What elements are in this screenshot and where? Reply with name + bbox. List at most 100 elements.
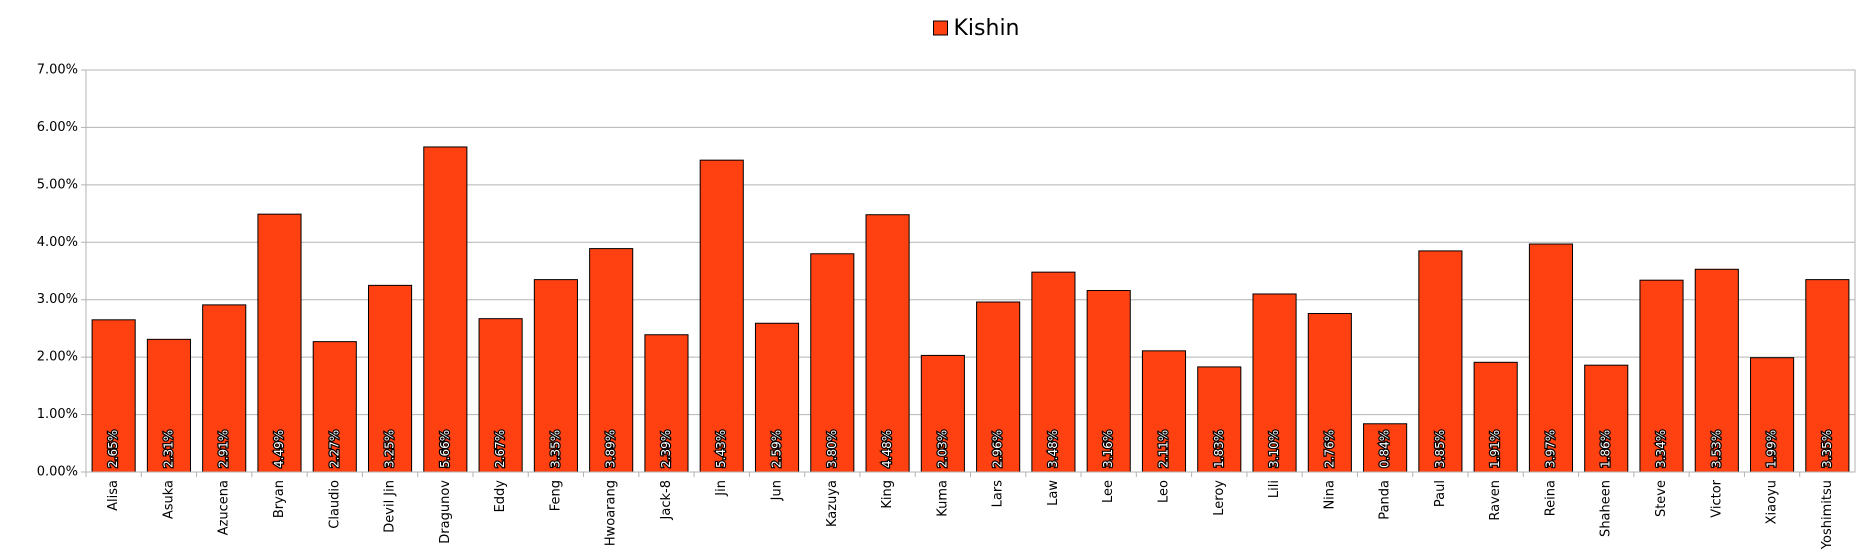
data-label: 1.86%	[1599, 430, 1613, 468]
bar	[1197, 366, 1242, 473]
data-label: 1.83%	[1212, 430, 1226, 468]
x-tick-label: Law	[1046, 480, 1061, 506]
x-tick-label: Yoshimitsu	[1820, 480, 1835, 550]
bar	[865, 214, 910, 473]
x-tick-label: Azucena	[217, 480, 232, 535]
data-label: 2.59%	[770, 430, 784, 468]
bar	[1307, 312, 1352, 473]
data-label: 4.49%	[272, 430, 286, 468]
data-label: 3.25%	[383, 430, 397, 468]
bar	[644, 334, 689, 473]
x-tick-label: Lee	[1101, 480, 1116, 503]
data-label: 3.16%	[1101, 430, 1115, 468]
y-tick-label: 3.00%	[37, 292, 78, 307]
data-label: 3.10%	[1267, 430, 1281, 468]
x-tick-label: Hwoarang	[604, 480, 619, 546]
bar	[1528, 243, 1574, 473]
y-tick-label: 5.00%	[37, 177, 78, 192]
data-label: 3.80%	[825, 430, 839, 468]
data-label: 3.34%	[1654, 430, 1668, 468]
x-tick-label: Nina	[1322, 480, 1337, 510]
data-label: 2.67%	[493, 430, 507, 468]
legend-text: Kishin	[954, 16, 1020, 41]
data-label: 1.99%	[1765, 430, 1779, 468]
y-tick-label: 1.00%	[37, 407, 78, 422]
data-label: 2.03%	[935, 430, 949, 468]
bar	[146, 338, 191, 473]
bar	[1584, 364, 1629, 473]
x-tick-label: Bryan	[272, 480, 287, 518]
legend-swatch	[933, 20, 948, 36]
bar	[1418, 250, 1463, 473]
x-tick-label: Leo	[1156, 480, 1171, 503]
y-tick-label: 0.00%	[37, 465, 78, 480]
x-tick-label: Reina	[1543, 480, 1558, 516]
bar	[754, 322, 800, 473]
data-label: 2.27%	[327, 430, 341, 468]
bar	[367, 284, 413, 473]
x-tick-label: Victor	[1709, 479, 1724, 517]
data-label: 2.91%	[217, 430, 231, 468]
data-label: 3.97%	[1543, 430, 1557, 468]
data-label: 5.66%	[438, 430, 452, 468]
bar	[699, 159, 744, 473]
data-label: 3.35%	[1820, 430, 1834, 468]
x-tick-label: Shaheen	[1599, 480, 1614, 537]
x-tick-label: Jin	[714, 480, 729, 497]
x-tick-label: Leroy	[1212, 480, 1227, 516]
bar	[1252, 293, 1297, 473]
x-tick-label: Jack-8	[659, 480, 674, 520]
y-tick-label: 4.00%	[37, 235, 78, 250]
data-label: 3.89%	[604, 430, 618, 468]
x-tick-label: Panda	[1378, 480, 1393, 520]
data-label: 2.39%	[659, 430, 673, 468]
bar	[589, 248, 634, 473]
x-tick-label: Kuma	[935, 480, 950, 517]
x-tick-label: Kazuya	[825, 480, 840, 527]
x-tick-label: Dragunov	[438, 480, 453, 544]
data-label: 1.91%	[1488, 430, 1502, 468]
x-tick-label: Claudio	[327, 480, 342, 529]
bar	[91, 319, 136, 473]
x-tick-label: Jun	[770, 480, 785, 501]
y-tick-label: 7.00%	[37, 63, 78, 78]
data-label: 0.84%	[1378, 430, 1392, 468]
y-tick-label: 6.00%	[37, 120, 78, 135]
x-tick-label: Lars	[991, 480, 1006, 508]
x-tick-label: Alisa	[106, 480, 121, 511]
data-label: 5.43%	[714, 430, 728, 468]
bar	[202, 304, 247, 473]
bar	[976, 301, 1021, 473]
bar	[1086, 290, 1131, 473]
legend-item: Kishin	[933, 16, 1020, 41]
bar	[533, 279, 578, 473]
x-tick-label: Steve	[1654, 480, 1669, 517]
bar	[257, 213, 302, 473]
x-tick-label: Paul	[1433, 480, 1448, 507]
data-label: 2.11%	[1156, 430, 1170, 468]
bar	[1750, 357, 1795, 473]
x-tick-label: King	[880, 480, 895, 509]
data-label: 2.31%	[161, 430, 175, 468]
data-label: 2.65%	[106, 430, 120, 468]
data-label: 3.48%	[1046, 430, 1060, 468]
data-label: 3.85%	[1433, 430, 1447, 468]
data-label: 3.35%	[548, 430, 562, 468]
bar	[312, 341, 357, 473]
y-tick-label: 2.00%	[37, 350, 78, 365]
x-tick-label: Feng	[548, 480, 563, 511]
x-tick-label: Eddy	[493, 480, 508, 513]
data-label: 4.48%	[880, 430, 894, 468]
x-tick-label: Raven	[1488, 480, 1503, 521]
bar	[423, 146, 468, 473]
data-label: 2.96%	[991, 430, 1005, 468]
x-tick-label: Asuka	[161, 480, 176, 519]
bar	[810, 253, 855, 473]
x-tick-label: Devil Jin	[383, 480, 398, 533]
data-label: 2.76%	[1322, 430, 1336, 468]
bar	[1805, 279, 1850, 473]
x-tick-label: Xiaoyu	[1765, 480, 1780, 524]
x-tick-label: Lili	[1267, 480, 1282, 498]
bar	[1363, 423, 1408, 473]
